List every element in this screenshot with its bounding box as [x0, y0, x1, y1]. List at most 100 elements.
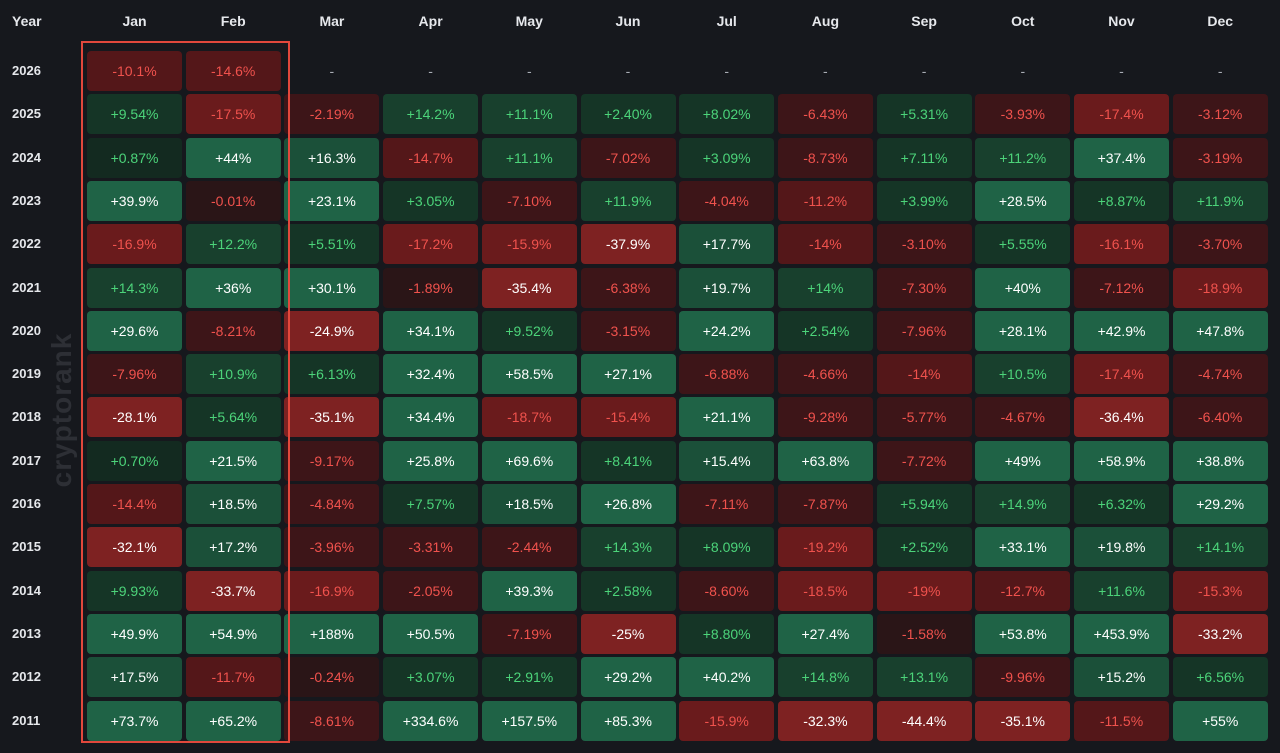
cell-2012-apr: +3.07% — [383, 657, 479, 698]
cell-2024-aug: -8.73% — [777, 137, 873, 178]
cell-2024-dec: -3.19% — [1172, 137, 1268, 178]
cell-2018-jul: +21.1% — [679, 397, 775, 438]
cell-2021-mar: +30.1% — [284, 267, 380, 308]
cell-2013-aug: +27.4% — [777, 613, 873, 654]
cell-2017-may: +69.6% — [481, 440, 577, 481]
cell-2026-mar: - — [329, 63, 335, 79]
cell-2019-jan: -7.96% — [87, 354, 182, 395]
cell-2022-mar: +5.51% — [284, 224, 380, 265]
cell-2012-jan: +17.5% — [87, 657, 182, 698]
cell-2015-sep: +2.52% — [876, 527, 972, 568]
cell-2013-jul: +8.80% — [679, 613, 775, 654]
cell-2025-may: +11.1% — [481, 94, 577, 135]
month-header-oct: Oct — [1011, 13, 1035, 29]
cell-2020-jul: +24.2% — [679, 310, 775, 351]
cell-2018-mar: -35.1% — [284, 397, 380, 438]
cell-2026-aug: - — [823, 63, 828, 79]
year-label-2014: 2014 — [12, 582, 41, 598]
cell-2021-aug: +14% — [777, 267, 873, 308]
cell-2013-jan: +49.9% — [87, 613, 182, 654]
year-label-2019: 2019 — [12, 366, 41, 382]
cell-2026-oct: - — [1020, 63, 1026, 79]
cell-2026-jul: - — [724, 63, 730, 79]
cell-2026-may: - — [526, 63, 532, 79]
cell-2025-dec: -3.12% — [1172, 94, 1268, 135]
cell-2024-feb: +44% — [185, 137, 281, 178]
cell-2025-oct: -3.93% — [975, 94, 1071, 135]
cell-2018-feb: +5.64% — [185, 397, 281, 438]
cell-2021-dec: -18.9% — [1172, 267, 1268, 308]
year-label-2012: 2012 — [12, 669, 41, 685]
cell-2015-oct: +33.1% — [975, 527, 1071, 568]
cell-2015-aug: -19.2% — [777, 527, 873, 568]
year-label-2024: 2024 — [12, 149, 41, 165]
cell-2013-jun: -25% — [580, 613, 676, 654]
cell-2021-sep: -7.30% — [876, 267, 972, 308]
cell-2025-sep: +5.31% — [876, 94, 972, 135]
cell-2012-may: +2.91% — [481, 657, 577, 698]
cell-2019-may: +58.5% — [481, 354, 577, 395]
cell-2011-jul: -15.9% — [679, 700, 775, 741]
cell-2022-nov: -16.1% — [1074, 224, 1169, 265]
cell-2014-dec: -15.3% — [1172, 570, 1268, 611]
cell-2026-dec: - — [1217, 63, 1223, 79]
cell-2022-dec: -3.70% — [1172, 224, 1268, 265]
month-header-may: May — [515, 13, 543, 29]
cell-2011-jun: +85.3% — [580, 700, 676, 741]
year-label-2013: 2013 — [12, 625, 41, 641]
cell-2012-jun: +29.2% — [580, 657, 676, 698]
month-header-dec: Dec — [1207, 13, 1234, 29]
cell-2016-feb: +18.5% — [185, 484, 281, 524]
cell-2022-feb: +12.2% — [185, 224, 281, 265]
cell-2020-jun: -3.15% — [580, 310, 676, 351]
cell-2011-dec: +55% — [1172, 700, 1268, 741]
cell-2018-jan: -28.1% — [87, 397, 182, 438]
cell-2023-oct: +28.5% — [975, 180, 1071, 221]
cell-2017-jan: +0.70% — [87, 440, 182, 481]
cell-2025-jan: +9.54% — [87, 94, 182, 135]
cell-2019-aug: -4.66% — [777, 354, 873, 395]
cell-2019-nov: -17.4% — [1074, 354, 1169, 395]
cell-2026-feb: -14.6% — [185, 51, 281, 91]
cell-2023-jan: +39.9% — [87, 180, 182, 221]
cell-2016-nov: +6.32% — [1074, 484, 1169, 524]
cell-2012-dec: +6.56% — [1172, 657, 1268, 698]
cell-2013-nov: +453.9% — [1074, 613, 1169, 654]
cell-2018-aug: -9.28% — [777, 397, 873, 438]
month-header-sep: Sep — [911, 13, 937, 29]
cell-2016-mar: -4.84% — [284, 484, 380, 524]
year-label-2016: 2016 — [12, 496, 41, 511]
cell-2026-jun: - — [625, 63, 631, 79]
cell-2022-jul: +17.7% — [679, 224, 775, 265]
cell-2023-may: -7.10% — [481, 180, 577, 221]
cell-2014-feb: -33.7% — [185, 570, 281, 611]
cell-2025-aug: -6.43% — [777, 94, 873, 135]
cell-2025-jun: +2.40% — [580, 94, 676, 135]
cell-2020-feb: -8.21% — [185, 310, 281, 351]
cell-2019-jul: -6.88% — [679, 354, 775, 395]
cell-2020-aug: +2.54% — [777, 310, 873, 351]
cell-2018-nov: -36.4% — [1074, 397, 1169, 438]
month-header-aug: Aug — [811, 13, 839, 29]
cell-2016-apr: +7.57% — [383, 484, 479, 524]
cell-2015-jan: -32.1% — [87, 527, 182, 568]
cell-2021-feb: +36% — [185, 267, 281, 308]
month-header-nov: Nov — [1108, 13, 1135, 29]
cell-2023-dec: +11.9% — [1172, 180, 1268, 221]
cell-2012-jul: +40.2% — [679, 657, 775, 698]
cell-2014-jun: +2.58% — [580, 570, 676, 611]
month-header-feb: Feb — [220, 13, 246, 29]
cell-2019-apr: +32.4% — [383, 354, 479, 395]
cell-2015-feb: +17.2% — [185, 527, 281, 568]
cell-2025-apr: +14.2% — [383, 94, 479, 135]
cell-2020-mar: -24.9% — [284, 310, 380, 351]
month-header-jul: Jul — [716, 13, 737, 29]
cell-2022-jan: -16.9% — [87, 224, 182, 265]
cell-2019-mar: +6.13% — [284, 354, 380, 395]
cell-2020-dec: +47.8% — [1172, 310, 1268, 351]
cell-2026-nov: - — [1119, 63, 1124, 79]
cell-2021-apr: -1.89% — [383, 267, 479, 308]
cell-2023-feb: -0.01% — [185, 180, 281, 221]
cell-2017-feb: +21.5% — [185, 440, 281, 481]
cell-2016-aug: -7.87% — [777, 484, 873, 524]
